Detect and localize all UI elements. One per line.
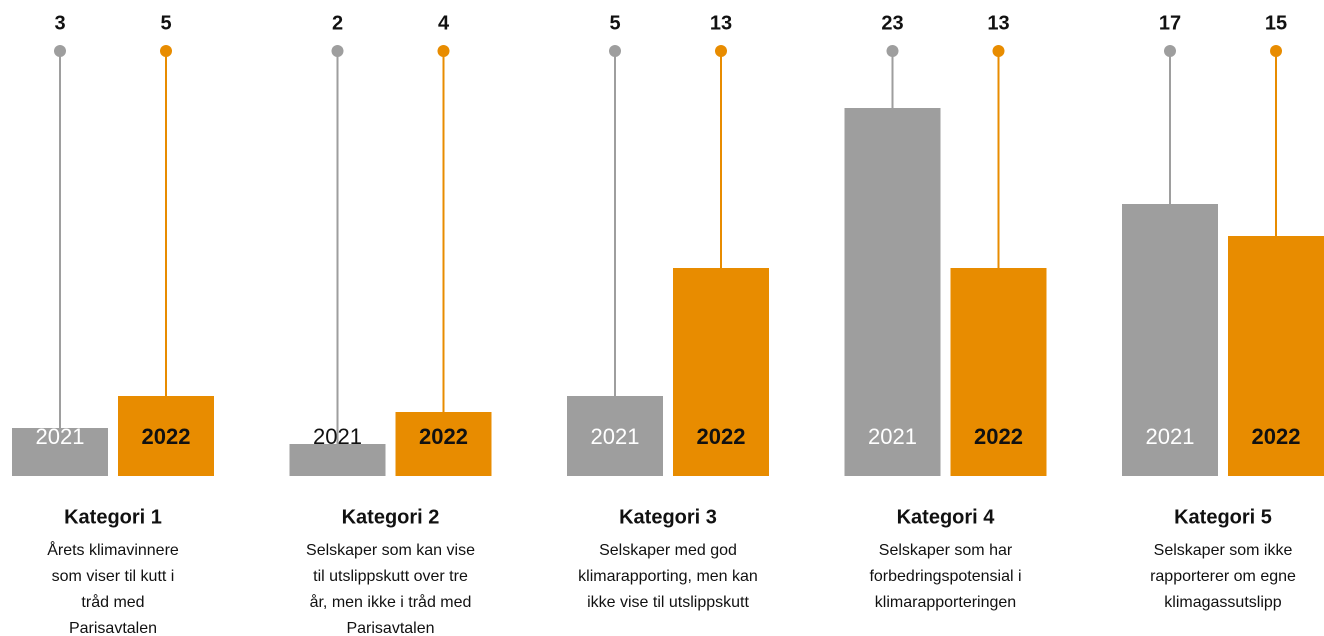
category-description: Parisavtalen	[346, 620, 434, 636]
stem-dot	[1164, 45, 1176, 57]
value-label: 17	[1159, 12, 1181, 34]
category-description: som viser til kutt i	[52, 568, 175, 585]
stem-dot	[715, 45, 727, 57]
bar	[1228, 236, 1324, 476]
value-label: 13	[710, 12, 732, 34]
category-description: Selskaper som har	[879, 542, 1013, 559]
category-description: klimarapporteringen	[875, 594, 1016, 611]
stem-dot	[54, 45, 66, 57]
category-description: forbedringspotensial i	[869, 568, 1021, 585]
category-description: tråd med	[81, 593, 144, 611]
bar	[567, 396, 663, 476]
category-description: Selskaper som kan vise	[306, 542, 475, 559]
category-description: til utslippskutt over tre	[313, 568, 468, 585]
series-label: 2021	[36, 424, 85, 449]
category-description: år, men ikke i tråd med	[310, 593, 472, 611]
category-description: klimarapporting, men kan	[578, 568, 758, 585]
series-label: 2022	[419, 424, 468, 449]
category-label: Kategori 1	[64, 506, 162, 528]
stem-dot	[331, 45, 344, 57]
category-description: Selskaper med god	[599, 542, 737, 559]
bar	[673, 268, 769, 476]
bar	[395, 412, 492, 476]
category-description: klimagassutslipp	[1164, 594, 1281, 611]
series-label: 2022	[974, 424, 1023, 449]
series-label: 2021	[591, 424, 640, 449]
category-label: Kategori 5	[1174, 506, 1272, 528]
category-label: Kategori 3	[619, 506, 717, 528]
series-label: 2021	[1146, 424, 1195, 449]
value-label: 3	[54, 12, 65, 34]
category-description: Årets klimavinnere	[47, 540, 179, 559]
stem-dot	[437, 45, 450, 57]
value-label: 5	[160, 12, 171, 34]
category-label: Kategori 2	[342, 506, 440, 528]
series-label: 2021	[868, 424, 917, 449]
value-label: 23	[881, 12, 903, 34]
series-label: 2022	[697, 424, 746, 449]
stem-dot	[886, 45, 899, 57]
value-label: 13	[987, 12, 1009, 34]
bar	[1122, 204, 1218, 476]
stem-dot	[1270, 45, 1282, 57]
bar	[950, 268, 1047, 476]
value-label: 15	[1265, 12, 1287, 34]
category-label: Kategori 4	[897, 506, 996, 528]
category-description: Parisavtalen	[69, 620, 157, 636]
stem-dot	[160, 45, 172, 57]
series-label: 2022	[1252, 424, 1301, 449]
category-description: rapporterer om egne	[1150, 568, 1296, 585]
category-description: ikke vise til utslippskutt	[587, 594, 749, 611]
stem-dot	[992, 45, 1005, 57]
value-label: 5	[609, 12, 620, 34]
series-label: 2022	[142, 424, 191, 449]
value-label: 2	[332, 12, 343, 34]
category-description: Selskaper som ikke	[1154, 542, 1293, 559]
bar	[844, 108, 941, 476]
stem-dot	[609, 45, 621, 57]
bar	[118, 396, 214, 476]
bar	[12, 428, 108, 476]
bar	[289, 444, 386, 476]
value-label: 4	[438, 12, 450, 34]
series-label: 2021	[313, 424, 362, 449]
